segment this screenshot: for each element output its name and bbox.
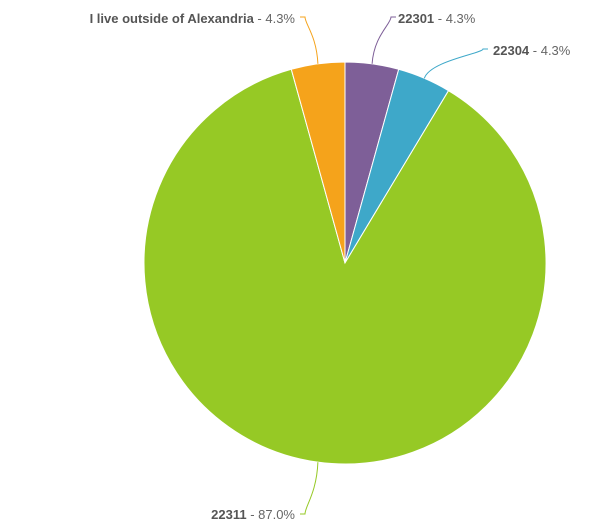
slice-label-name: 22304 bbox=[493, 43, 530, 58]
slice-label-value: - 87.0% bbox=[247, 507, 296, 522]
pie-slice-22311[interactable] bbox=[143, 68, 547, 465]
slice-label-value: - 4.3% bbox=[434, 11, 476, 26]
slice-label-value: - 4.3% bbox=[254, 11, 296, 26]
slice-label-value: - 4.3% bbox=[529, 43, 571, 58]
slice-label-22301: 22301 - 4.3% bbox=[398, 11, 476, 26]
slice-label-22311: 22311 - 87.0% bbox=[211, 507, 295, 522]
slice-label-name: 22301 bbox=[398, 11, 434, 26]
pie-slice-i-live-outside-of-alexandria[interactable] bbox=[290, 61, 346, 264]
slice-label-i-live-outside-of-alexandria: I live outside of Alexandria - 4.3% bbox=[90, 11, 296, 26]
leader-line-22304 bbox=[423, 48, 488, 79]
label-leader-lines bbox=[300, 16, 488, 515]
slice-labels: 22301 - 4.3%22304 - 4.3%22311 - 87.0%I l… bbox=[90, 11, 571, 522]
slice-label-22304: 22304 - 4.3% bbox=[493, 43, 571, 58]
slice-label-name: 22311 bbox=[211, 507, 246, 522]
leader-line-22311 bbox=[300, 462, 319, 515]
slice-label-name: I live outside of Alexandria bbox=[90, 11, 255, 26]
leader-line-i-live-outside-of-alexandria bbox=[300, 16, 319, 64]
leader-line-22301 bbox=[371, 16, 396, 64]
pie-slices bbox=[143, 61, 547, 465]
